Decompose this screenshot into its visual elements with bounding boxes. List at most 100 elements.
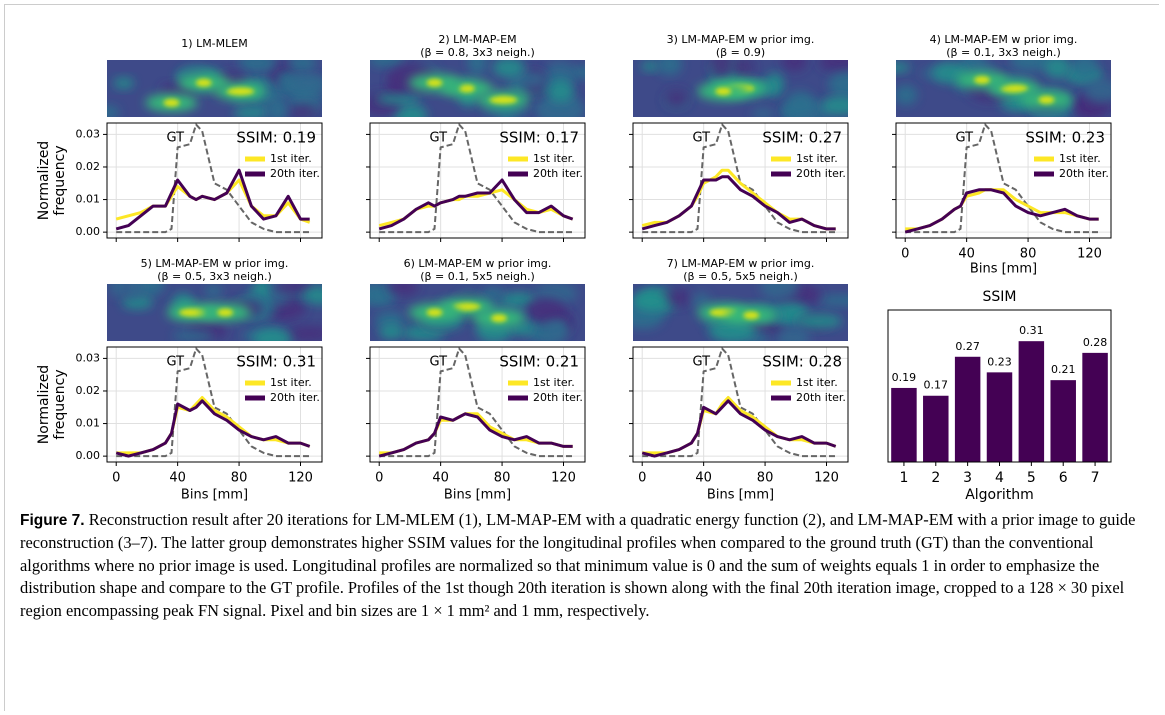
x-tick-label: 80 (231, 471, 248, 486)
legend-label: 1st iter. (796, 376, 838, 389)
image-blob (290, 75, 329, 90)
image-blob (253, 328, 292, 349)
reconstruction-image (94, 54, 328, 123)
x-axis-label: Bins [mm] (181, 488, 248, 503)
profile-line (379, 190, 573, 226)
image-blob (368, 53, 404, 67)
image-blob (238, 54, 276, 72)
image-blob (752, 108, 774, 120)
image-hot (491, 314, 507, 322)
x-axis-label: Algorithm (965, 487, 1034, 503)
y-tick-label: 0.02 (76, 160, 101, 173)
image-blob (109, 276, 128, 297)
image-blob (302, 287, 339, 305)
gt-label: GT (167, 131, 185, 146)
image-hot (974, 76, 990, 84)
legend-label: 20th iter. (270, 391, 320, 404)
caption: Figure 7. Reconstruction result after 20… (20, 509, 1142, 622)
x-tick-label: 40 (695, 471, 712, 486)
x-tick-label: 0 (112, 471, 120, 486)
reconstruction-image (633, 51, 865, 129)
image-blob (828, 72, 866, 96)
image-blob (545, 320, 568, 340)
x-tick-label: 7 (1091, 470, 1100, 486)
image-blob (379, 324, 404, 339)
image-blob (113, 77, 134, 88)
panel-subtitle: (β = 0.1, 5x5 neigh.) (420, 270, 535, 283)
image-blob (268, 98, 288, 123)
bar (1082, 353, 1107, 462)
image-blob (204, 285, 222, 296)
x-tick-label: 0 (638, 471, 646, 486)
image-hot (226, 87, 254, 95)
x-tick-label: 40 (958, 247, 975, 262)
bar-value-label: 0.28 (1083, 336, 1108, 349)
reconstruction-image (362, 49, 602, 127)
x-tick-label: 80 (494, 471, 511, 486)
image-blob (731, 57, 754, 78)
legend-label: 20th iter. (1059, 167, 1109, 180)
x-tick-label: 1 (899, 470, 908, 486)
image-blob (481, 287, 504, 299)
image-hot (489, 96, 517, 104)
image-blob (525, 298, 566, 323)
panel-title: 3) LM-MAP-EM w prior img. (667, 33, 815, 46)
bar (955, 357, 980, 462)
x-tick-label: 40 (169, 471, 186, 486)
x-tick-label: 0 (901, 247, 909, 262)
x-axis-label: Bins [mm] (444, 488, 511, 503)
profile-line (116, 398, 310, 453)
legend-label: 1st iter. (796, 152, 838, 165)
image-blob (882, 62, 911, 72)
image-hot (217, 309, 233, 317)
bar-value-label: 0.17 (924, 379, 949, 392)
y-tick-label: 0.03 (76, 127, 101, 140)
bar (1050, 380, 1075, 462)
legend-label: 1st iter. (1059, 152, 1101, 165)
profile-line (905, 190, 1098, 232)
image-blob (94, 106, 119, 120)
image-blob (547, 81, 574, 102)
panel-subtitle: (β = 0.5, 3x3 neigh.) (157, 270, 272, 283)
panel-title: 7) LM-MAP-EM w prior img. (667, 257, 815, 270)
bar (1019, 341, 1044, 462)
panel-subtitle: (β = 0.1, 3x3 neigh.) (946, 46, 1061, 59)
bar (987, 372, 1012, 462)
profile-line (642, 398, 836, 453)
panel-title: 1) LM-MLEM (181, 37, 247, 50)
image-blob (795, 313, 842, 329)
image-blob (776, 327, 810, 348)
y-tick-label: 0.02 (76, 384, 101, 397)
ssim-annotation: SSIM: 0.21 (499, 353, 579, 371)
y-axis-label: frequency (52, 145, 68, 215)
panel-title: 5) LM-MAP-EM w prior img. (141, 257, 289, 270)
image-blob (368, 292, 390, 302)
ssim-annotation: SSIM: 0.28 (762, 353, 842, 371)
legend-label: 20th iter. (796, 391, 846, 404)
gt-label: GT (430, 355, 448, 370)
gt-label: GT (693, 131, 711, 146)
x-tick-label: 3 (963, 470, 972, 486)
x-tick-label: 80 (1020, 247, 1037, 262)
image-hot (427, 79, 443, 87)
image-blob (641, 61, 660, 71)
legend-label: 1st iter. (533, 152, 575, 165)
image-blob (633, 293, 669, 311)
ssim-annotation: SSIM: 0.27 (762, 129, 842, 147)
y-tick-label: 0.03 (76, 351, 101, 364)
image-blob (286, 326, 333, 341)
image-hot (1039, 96, 1055, 104)
bar-value-label: 0.19 (892, 371, 917, 384)
gt-label: GT (430, 131, 448, 146)
image-blob (1084, 79, 1119, 103)
ssim-annotation: SSIM: 0.19 (236, 129, 316, 147)
profile-line (379, 414, 573, 456)
image-hot (459, 85, 475, 93)
image-blob (665, 89, 689, 107)
legend-label: 1st iter. (270, 376, 312, 389)
ssim-annotation: SSIM: 0.23 (1025, 129, 1105, 147)
legend-label: 1st iter. (270, 152, 312, 165)
x-tick-label: 120 (1077, 247, 1102, 262)
image-hot (427, 309, 443, 317)
